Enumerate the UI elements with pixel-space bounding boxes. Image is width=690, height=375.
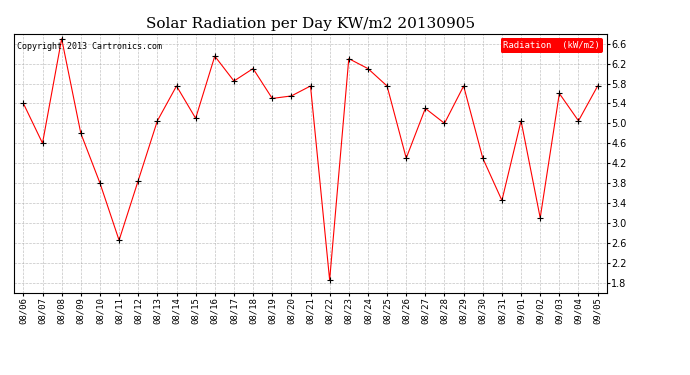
Text: Copyright 2013 Cartronics.com: Copyright 2013 Cartronics.com bbox=[17, 42, 161, 51]
Legend: Radiation  (kW/m2): Radiation (kW/m2) bbox=[500, 38, 602, 53]
Title: Solar Radiation per Day KW/m2 20130905: Solar Radiation per Day KW/m2 20130905 bbox=[146, 17, 475, 31]
